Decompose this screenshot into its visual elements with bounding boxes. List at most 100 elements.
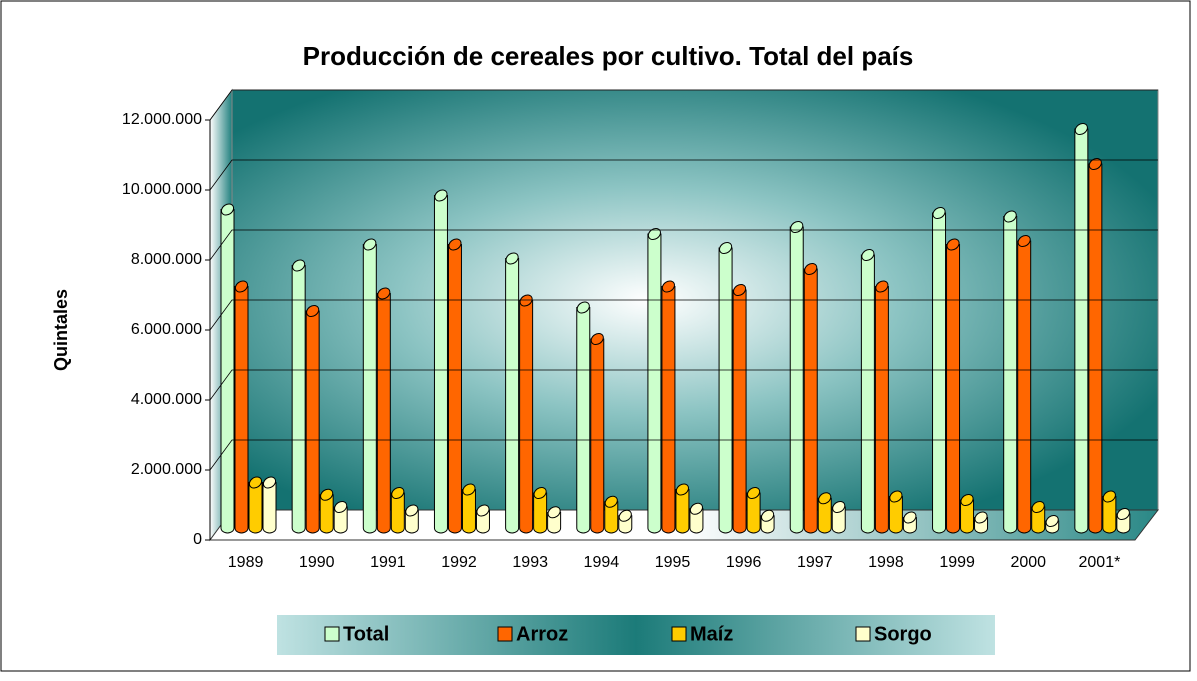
bar-body xyxy=(718,247,733,534)
bar xyxy=(831,500,846,534)
bar xyxy=(1088,157,1103,534)
bar xyxy=(860,248,875,534)
bar xyxy=(461,483,476,534)
bar-top xyxy=(306,304,320,318)
legend-label: Sorgo xyxy=(874,623,932,645)
bar-top xyxy=(533,486,547,500)
bar-top xyxy=(733,283,747,297)
bar-body xyxy=(576,307,591,534)
bar-top xyxy=(1045,514,1059,528)
bar xyxy=(732,283,747,534)
grid-line xyxy=(209,229,1158,261)
bar-top xyxy=(476,504,490,517)
bar xyxy=(902,511,917,534)
y-tick-label: 2.000.000 xyxy=(131,461,202,478)
bar-body xyxy=(675,489,690,534)
legend xyxy=(277,615,995,655)
grid-line xyxy=(209,89,1158,121)
bar-body xyxy=(1102,496,1117,534)
bar xyxy=(505,252,520,534)
bar-body xyxy=(433,195,448,534)
legend-label: Total xyxy=(343,623,389,645)
bar-top xyxy=(391,486,405,500)
y-tick-label: 0 xyxy=(193,531,202,548)
bar-top xyxy=(1074,122,1088,136)
bar xyxy=(291,259,306,534)
bar-top xyxy=(689,502,703,515)
bar-body xyxy=(689,508,704,534)
bar-top xyxy=(832,500,846,514)
bar-top xyxy=(234,280,249,293)
bar xyxy=(390,486,405,534)
bar-body xyxy=(789,226,804,534)
x-tick-label: 1995 xyxy=(655,554,691,571)
bar xyxy=(220,203,235,534)
y-tick-label: 4.000.000 xyxy=(131,391,202,408)
bar xyxy=(932,206,947,534)
bar-top xyxy=(434,189,448,202)
bar xyxy=(1074,122,1089,534)
x-tick-label: 1997 xyxy=(797,554,833,571)
bar-top xyxy=(590,332,604,346)
bar xyxy=(760,509,775,534)
bar-body xyxy=(932,212,947,534)
bar-body xyxy=(590,338,605,534)
bar-body xyxy=(647,233,662,534)
bar-body xyxy=(960,499,975,534)
bar-body xyxy=(661,286,676,534)
bar xyxy=(874,280,889,534)
bar-top xyxy=(946,238,960,251)
bar-top xyxy=(1031,500,1045,514)
bar-top xyxy=(262,476,277,489)
x-tick-label: 1991 xyxy=(370,554,406,571)
chart-title: Producción de cereales por cultivo. Tota… xyxy=(303,41,914,71)
x-tick-label: 1989 xyxy=(228,554,264,571)
bar xyxy=(376,287,391,534)
x-tick-label: 2000 xyxy=(1010,554,1046,571)
bar-top xyxy=(377,287,391,300)
bar-body xyxy=(262,482,277,534)
bar-body xyxy=(447,244,462,534)
bar xyxy=(1102,490,1117,534)
x-tick-label: 1996 xyxy=(726,554,762,571)
bar xyxy=(946,238,961,534)
bar-body xyxy=(390,492,405,534)
bar-body xyxy=(746,492,761,534)
bar xyxy=(888,490,903,534)
legend-label: Maíz xyxy=(690,623,733,645)
bar-top xyxy=(903,511,917,524)
bar xyxy=(547,506,562,534)
bar xyxy=(1116,507,1131,534)
bar-top xyxy=(1003,210,1017,223)
bar-top xyxy=(818,492,832,505)
bar-body xyxy=(860,254,875,534)
bar xyxy=(262,476,277,534)
bar-body xyxy=(376,293,391,534)
bar-top xyxy=(719,241,733,255)
bar-top xyxy=(1116,507,1130,521)
y-tick-label: 6.000.000 xyxy=(131,321,202,338)
bar xyxy=(1045,514,1060,534)
bar-body xyxy=(519,300,534,534)
bar-top xyxy=(932,206,946,220)
bar xyxy=(1017,234,1032,534)
bar-body xyxy=(1003,216,1018,534)
bar xyxy=(960,493,975,534)
bar-body xyxy=(817,497,832,534)
bar-top xyxy=(761,509,775,522)
bar-body xyxy=(362,244,377,534)
bar xyxy=(647,227,662,534)
bar xyxy=(234,280,249,534)
bar-body xyxy=(333,506,348,534)
bar-body xyxy=(1017,240,1032,534)
bar-top xyxy=(604,495,618,508)
bar xyxy=(305,304,320,534)
bar-body xyxy=(604,501,619,534)
bar xyxy=(746,486,761,534)
bar xyxy=(974,511,989,534)
x-tick-label: 1990 xyxy=(299,554,335,571)
bar xyxy=(1031,500,1046,534)
bar-body xyxy=(319,494,334,534)
